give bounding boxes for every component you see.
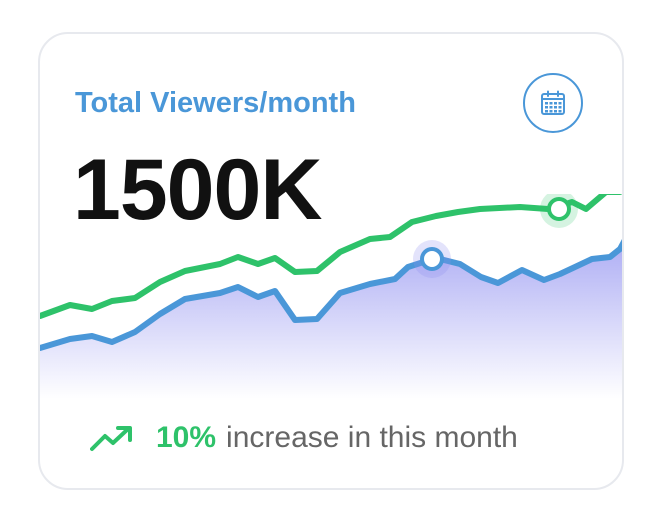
footer-summary: 10% increase in this month [90,420,518,456]
trending-up-icon [90,423,136,453]
footer-percent: 10% [156,421,217,454]
green-series-marker[interactable] [540,194,578,228]
calendar-icon [541,90,565,115]
viewers-value: 1500K [73,142,322,238]
calendar-button[interactable] [523,73,583,133]
blue-series-marker[interactable] [413,240,451,278]
blue-series-area [40,245,622,399]
footer-text: increase in this month [226,421,518,454]
card-title: Total Viewers/month [75,87,356,119]
viewers-card: Total Viewers/month 1500K [38,32,624,490]
viewers-chart [40,194,622,399]
blue-series-line [40,238,622,351]
